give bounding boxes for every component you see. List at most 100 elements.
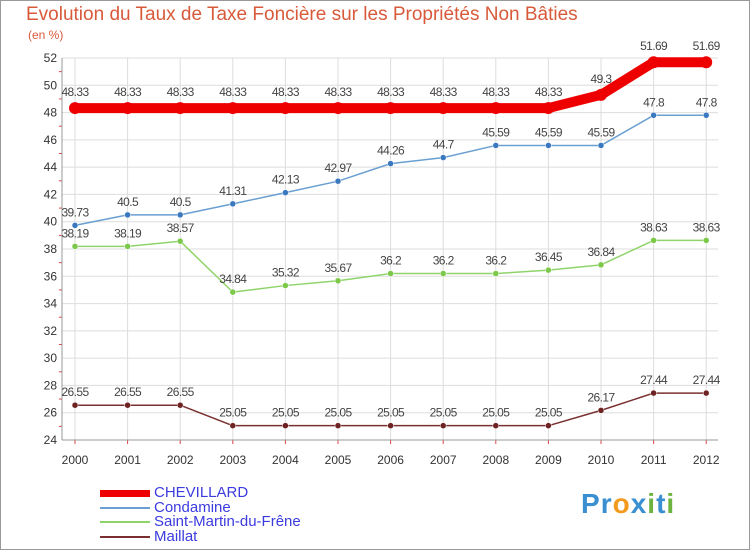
unit-label: (en %): [28, 28, 64, 42]
data-point: [71, 222, 79, 229]
data-label: 25.05: [324, 406, 352, 420]
logo-letter: P: [581, 488, 601, 519]
chart-title: Evolution du Taux de Taxe Foncière sur l…: [26, 4, 578, 25]
x-tick-label: 2010: [588, 453, 615, 467]
data-point: [121, 102, 134, 115]
y-tick-label: 38: [44, 242, 58, 256]
data-point: [650, 389, 657, 397]
grid: [62, 57, 718, 441]
data-point: [437, 102, 450, 115]
x-tick-label: 2009: [535, 453, 562, 467]
data-label: 35.67: [324, 261, 352, 275]
data-label: 51.69: [640, 39, 668, 53]
legend-swatch: [100, 535, 150, 538]
data-labels: 48.33 48.33 48.33 48.33 48.33 48.33 48.33 48.33…: [61, 39, 721, 420]
data-point: [702, 389, 710, 397]
data-point: [387, 270, 394, 277]
x-tick-label: 2007: [430, 453, 457, 467]
data-point: [279, 102, 292, 115]
data-point: [647, 56, 660, 69]
x-tick-label: 2001: [114, 453, 141, 467]
data-label: 36.2: [485, 254, 507, 268]
logo-letter: t: [656, 488, 667, 519]
legend-label: CHEVILLARD: [154, 484, 249, 501]
x-tick-label: 2000: [62, 453, 89, 467]
y-tick-label: 36: [44, 269, 58, 283]
data-point: [282, 282, 289, 289]
data-label: 36.84: [587, 245, 615, 259]
data-point: [229, 422, 237, 429]
x-tick-label: 2006: [377, 453, 404, 467]
data-point: [597, 407, 605, 414]
data-point: [384, 102, 397, 115]
data-point: [282, 189, 289, 196]
data-point: [282, 422, 289, 429]
data-label: 34.84: [219, 272, 247, 286]
data-point: [226, 102, 239, 115]
y-tick-label: 50: [44, 78, 58, 92]
data-label: 25.05: [430, 406, 458, 420]
data-point: [439, 422, 447, 429]
data-label: 48.33: [167, 85, 195, 99]
data-point: [69, 102, 81, 115]
data-point: [229, 200, 237, 208]
data-label: 38.57: [167, 221, 195, 235]
data-label: 25.05: [535, 406, 563, 420]
legend-swatch: [100, 489, 150, 497]
data-point: [71, 243, 79, 250]
y-tick-label: 24: [44, 433, 58, 447]
data-label: 25.05: [272, 406, 300, 420]
x-tick-label: 2005: [325, 453, 352, 467]
data-point: [124, 243, 131, 250]
data-label: 36.45: [535, 250, 563, 264]
data-point: [597, 142, 605, 149]
y-tick-label: 34: [44, 297, 58, 311]
data-point: [332, 102, 344, 115]
data-label: 25.05: [219, 406, 247, 420]
x-tick-label: 2003: [219, 453, 246, 467]
x-tick-label: 2011: [641, 453, 667, 467]
data-label: 48.33: [377, 85, 405, 99]
data-label: 47.8: [643, 95, 665, 109]
legend-label: Condamine: [154, 498, 231, 516]
data-label: 48.33: [430, 85, 458, 99]
data-point: [650, 112, 657, 119]
proxiti-logo: Proxiti: [581, 488, 675, 520]
data-label: 48.33: [535, 85, 563, 99]
legend-label: Saint-Martin-du-Frêne: [154, 513, 301, 530]
data-label: 48.33: [219, 85, 247, 99]
y-tick-label: 32: [44, 324, 58, 338]
logo-letter: o: [612, 488, 631, 519]
data-point: [492, 422, 500, 429]
data-point: [334, 422, 342, 429]
y-tick-label: 48: [44, 106, 58, 120]
x-tick-label: 2012: [693, 453, 720, 467]
data-label: 27.44: [640, 373, 668, 387]
data-label: 48.33: [272, 85, 300, 99]
logo-letter: i: [666, 488, 676, 519]
legend-swatch: [100, 506, 150, 509]
logo-letter: i: [647, 488, 657, 519]
data-label: 35.32: [272, 266, 300, 280]
data-label: 36.2: [380, 254, 402, 268]
data-label: 38.19: [114, 226, 142, 240]
y-tick-label: 26: [44, 406, 58, 420]
data-point: [387, 160, 394, 167]
data-point: [439, 270, 447, 277]
data-point: [176, 401, 184, 409]
x-tick-label: 2004: [272, 453, 299, 467]
y-tick-label: 42: [44, 187, 58, 201]
data-label: 25.05: [377, 406, 405, 420]
data-label: 44.7: [433, 138, 455, 152]
data-label: 42.13: [272, 173, 300, 187]
y-tick-label: 30: [44, 351, 58, 365]
data-label: 45.59: [482, 125, 510, 139]
data-point: [229, 288, 237, 296]
data-point: [174, 102, 187, 115]
data-label: 40.5: [117, 195, 139, 209]
data-point: [545, 422, 552, 429]
data-label: 49.3: [591, 72, 613, 86]
data-point: [71, 401, 79, 409]
axes: 24 26 28 30 32 34 36 38 40 42 44 46 48 50 52 2000 2001 20…: [44, 51, 720, 467]
data-label: 42.97: [324, 161, 352, 175]
